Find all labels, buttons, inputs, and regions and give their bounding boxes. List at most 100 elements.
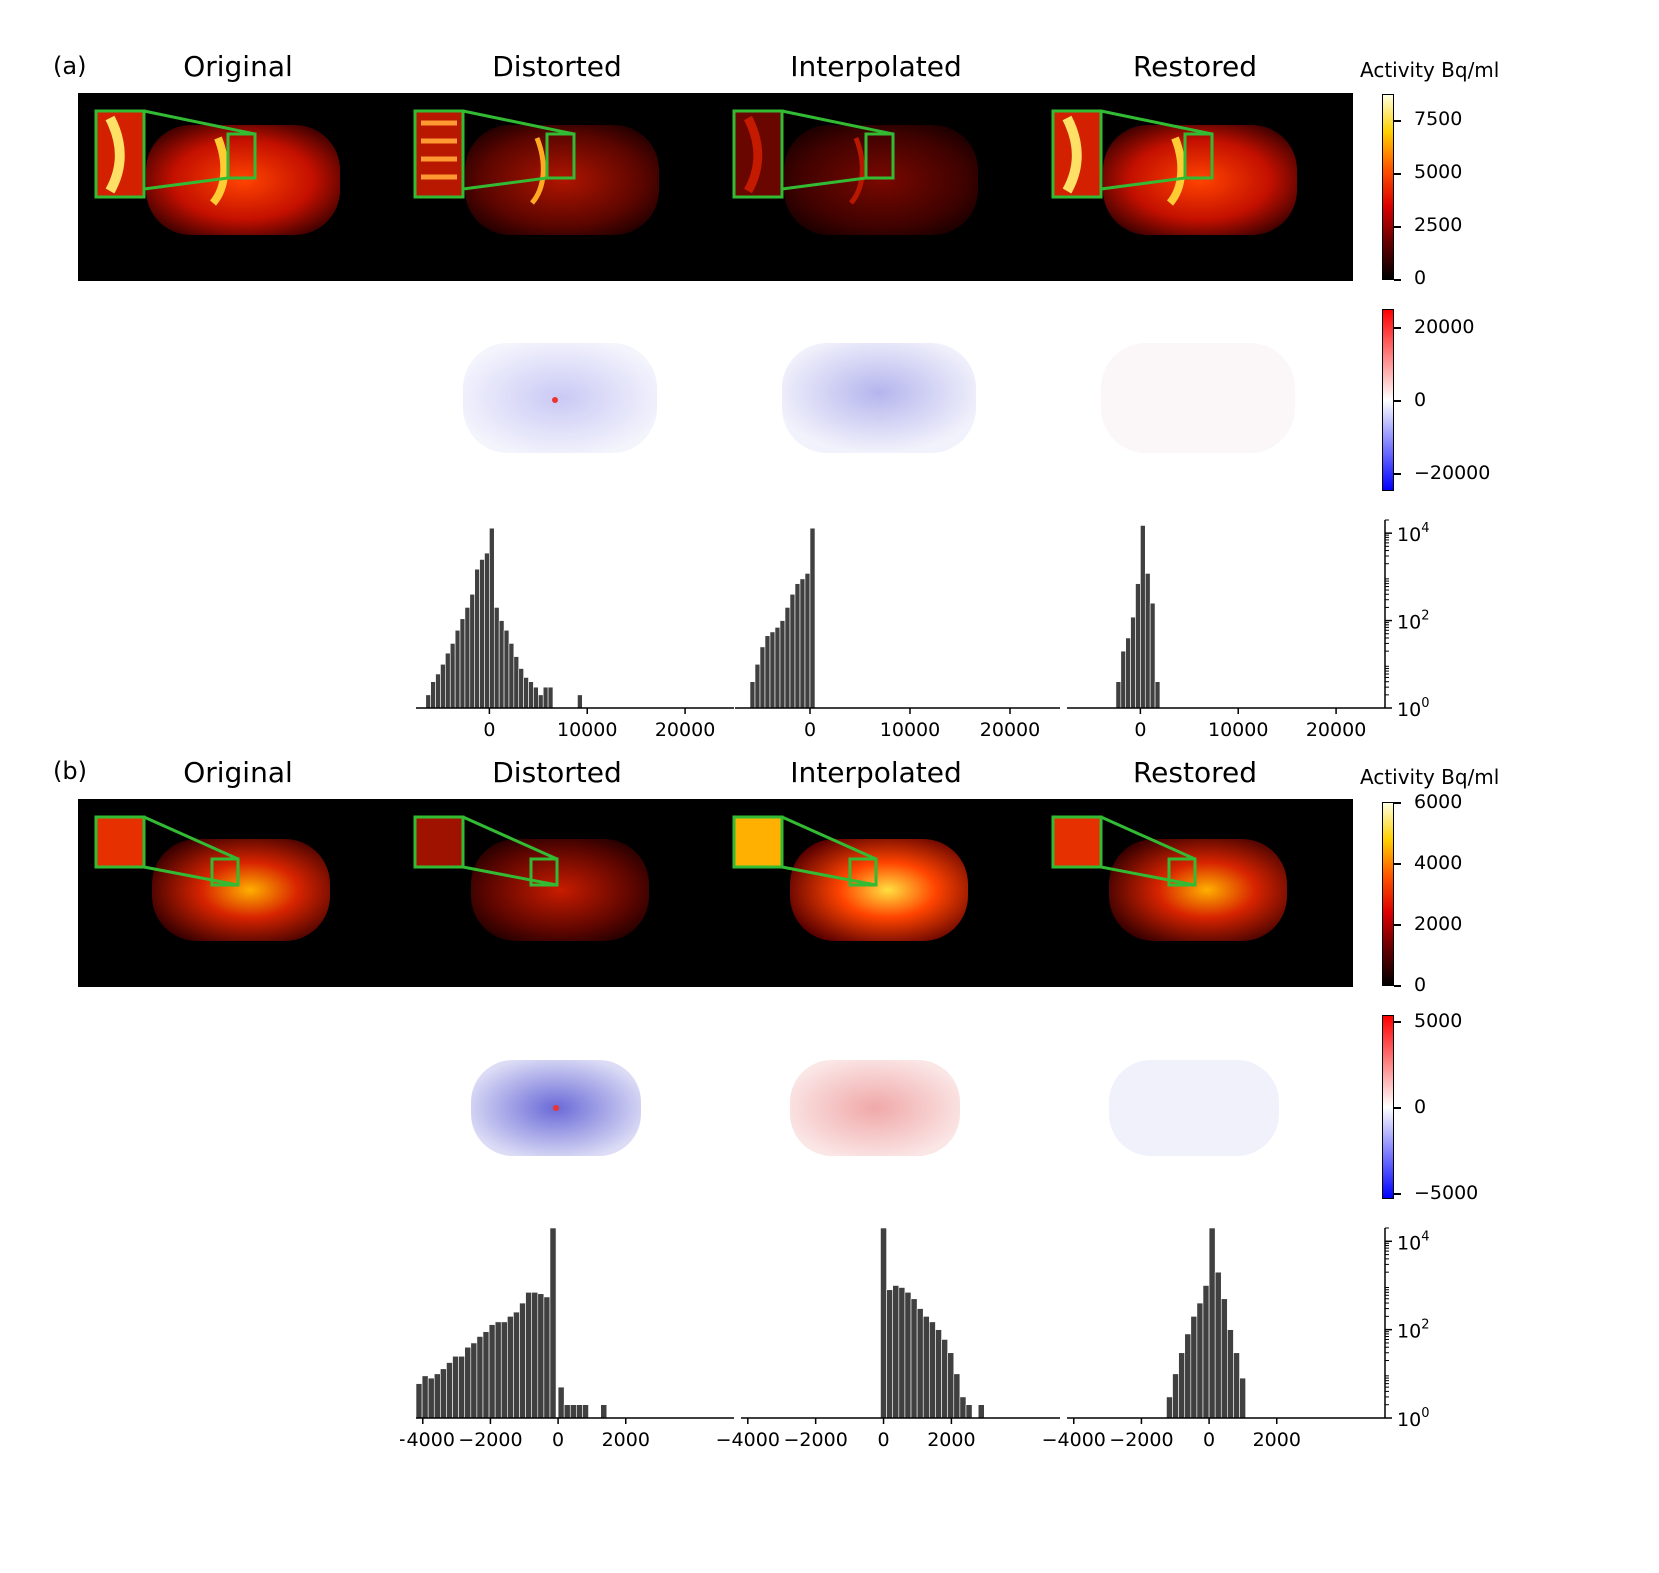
histogram-bar [525, 1292, 532, 1419]
pet-interpolated-b [732, 815, 968, 941]
histogram-bar [1196, 1302, 1204, 1419]
histogram-bar [769, 631, 776, 709]
activity-colorbar-a [1382, 94, 1394, 280]
histogram-bar [600, 1404, 608, 1419]
x-tick-label: 0 [1134, 719, 1146, 741]
x-tick-label: 20000 [1306, 719, 1366, 741]
histogram-bar [446, 1362, 453, 1419]
histogram-bar [886, 1289, 893, 1419]
histogram-bar [1178, 1352, 1186, 1419]
histogram-bar [476, 1336, 484, 1419]
histogram-bar [1233, 1352, 1240, 1419]
diff-restored-b [1109, 1060, 1279, 1156]
col-title-distorted-a: Distorted [492, 50, 622, 83]
histogram-bar [435, 673, 441, 709]
histogram-bar [425, 694, 431, 709]
histogram-bar [459, 618, 466, 709]
histogram-bar [513, 1311, 520, 1419]
difference-tick-a-0: 20000 [1414, 316, 1475, 338]
x-tick-label: −4000 [400, 1429, 455, 1451]
histogram-bar [482, 1331, 490, 1419]
activity-tick-b-0: 6000 [1414, 791, 1463, 813]
y-tick-label: 102 [1397, 1318, 1429, 1343]
histogram-bar [784, 607, 791, 709]
diff-interpolated-a [782, 343, 976, 453]
y-tick-label: 100 [1397, 1406, 1429, 1431]
x-tick-label: 0 [1203, 1429, 1215, 1451]
pet-interpolated-a [732, 109, 978, 235]
col-title-original-b: Original [183, 756, 293, 789]
histogram-bar [977, 1404, 985, 1419]
histogram-bar [1190, 1316, 1198, 1419]
histogram-bar [789, 593, 796, 709]
x-tick-label: −4000 [716, 1429, 780, 1451]
histogram-bar [1239, 1377, 1246, 1419]
activity-tick-a-1: 5000 [1414, 161, 1463, 183]
histogram-bar [799, 578, 806, 709]
histogram-bar [754, 663, 761, 709]
col-title-interpolated-a: Interpolated [790, 50, 962, 83]
histogram-bar [576, 1404, 583, 1419]
histogram-bar [464, 1346, 472, 1419]
histogram-bar [1125, 637, 1131, 709]
histogram-bar [1130, 616, 1136, 709]
histogram-bar [1140, 525, 1146, 709]
histogram-bar [1154, 681, 1161, 709]
histogram-bar [898, 1287, 906, 1419]
histogram-bar [563, 1404, 571, 1419]
histogram-bar [547, 686, 554, 709]
histogram-distorted-b: −4000−2000 0 2000 [400, 1227, 734, 1451]
histogram-bar [1202, 1285, 1210, 1419]
y-tick-label: 104 [1397, 1229, 1429, 1254]
histogram-bar [489, 527, 495, 709]
histogram-interpolated-a: 0 10000 20000 [735, 527, 1060, 741]
x-tick-label: 0 [877, 1429, 889, 1451]
histogram-bar [1220, 1298, 1228, 1419]
histogram-bar [1214, 1271, 1222, 1419]
histogram-row-b: −4000−200002000−4000−200002000−4000−2000… [400, 1227, 1429, 1451]
histogram-bar [1184, 1333, 1192, 1419]
histogram-bar [1227, 1329, 1234, 1419]
difference-tick-b-0: 5000 [1414, 1010, 1463, 1032]
histogram-bar [433, 1373, 441, 1419]
histogram-bar [458, 1355, 466, 1419]
histogram-bar [479, 559, 485, 709]
panel-b-label: (b) [53, 757, 87, 785]
pet-restored-a [1051, 109, 1297, 235]
col-title-distorted-b: Distorted [492, 756, 622, 789]
pet-distorted-b [413, 815, 649, 941]
histogram-bar [440, 663, 446, 709]
histogram-bar [427, 1377, 435, 1419]
histogram-bar [947, 1352, 955, 1419]
histogram-bar [892, 1285, 900, 1419]
histogram-bar [965, 1404, 973, 1419]
pet-distorted-a [413, 109, 659, 235]
histogram-bar [519, 1302, 526, 1419]
difference-tick-b-2: −5000 [1414, 1182, 1479, 1204]
activity-tick-a-2: 2500 [1414, 214, 1463, 236]
histogram-bar [1166, 1396, 1173, 1419]
histogram-bar [469, 593, 476, 709]
histogram-bar [549, 1227, 557, 1419]
histogram-bar [494, 1321, 502, 1419]
histogram-bar [415, 1383, 423, 1419]
histogram-bar [922, 1316, 930, 1419]
histogram-bar [531, 1292, 539, 1419]
histogram-bar [804, 573, 811, 709]
histogram-restored-a: 0 10000 20000 [1067, 525, 1385, 741]
histogram-bar [449, 643, 456, 709]
histogram-bar [794, 583, 801, 709]
pet-original-a [94, 109, 340, 235]
histogram-bar [503, 629, 510, 709]
histogram-bar [774, 627, 781, 709]
histogram-bar [493, 607, 500, 709]
histogram-bar [910, 1298, 918, 1419]
histogram-bar [464, 607, 471, 709]
histogram-bar [953, 1373, 961, 1419]
x-tick-label: −2000 [1109, 1429, 1173, 1451]
histogram-bar [929, 1321, 936, 1419]
histogram-bar [959, 1396, 967, 1419]
difference-map-strip-b [397, 1014, 1353, 1197]
histogram-restored-b: −4000 −2000 0 2000 [1042, 1227, 1385, 1451]
panel-a-label: (a) [53, 52, 87, 80]
